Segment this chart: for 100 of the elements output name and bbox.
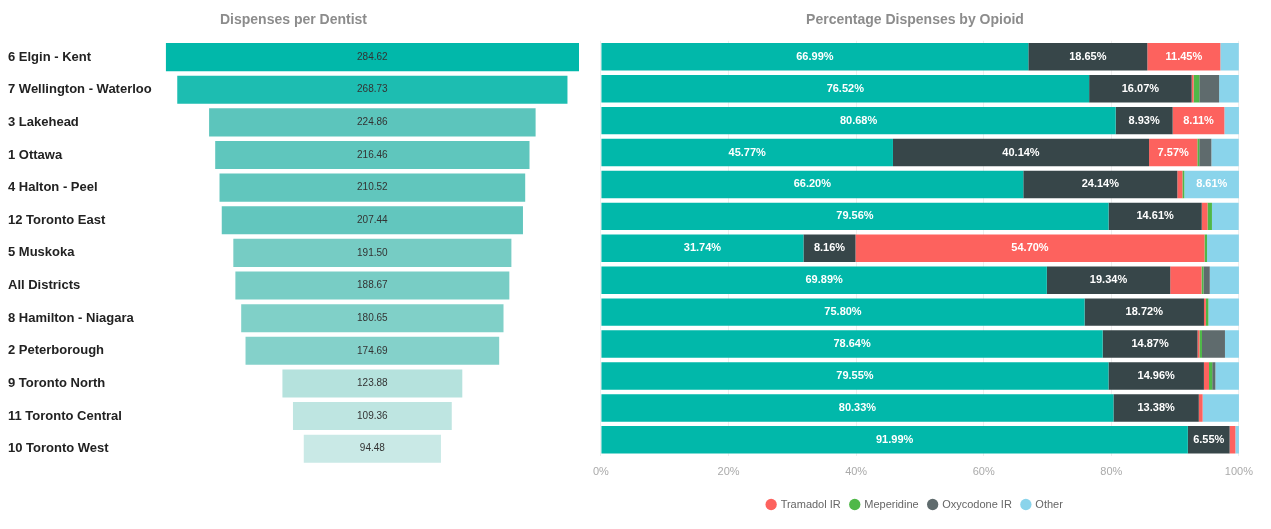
- bar: [1084, 298, 1204, 326]
- category-label: 2 Peterborough: [8, 342, 105, 358]
- category-label: 11 Toronto Central: [8, 407, 122, 423]
- data-label: 31.74%: [683, 241, 722, 254]
- data-label: 16.07%: [1121, 81, 1160, 94]
- data-label: 8.93%: [1128, 113, 1160, 126]
- x-tick-label: 40%: [845, 465, 868, 478]
- bar: [1215, 362, 1239, 390]
- bar: [1209, 266, 1239, 294]
- data-label: 14.61%: [1136, 209, 1174, 222]
- data-label: 210.52: [357, 181, 389, 193]
- bar: [601, 298, 1085, 326]
- data-label: 76.52%: [826, 81, 865, 94]
- category-label: All Districts: [8, 277, 81, 293]
- category-label: 8 Hamilton - Niagara: [8, 309, 135, 325]
- bar: [601, 266, 1047, 294]
- data-label: 80.33%: [838, 400, 877, 413]
- legend-label: Meperidine: [864, 497, 919, 510]
- data-label: 7.57%: [1157, 145, 1189, 158]
- bar: [601, 202, 1109, 231]
- category-label: 9 Toronto North: [8, 375, 106, 390]
- bar: [1211, 202, 1239, 231]
- bar: [1207, 234, 1239, 263]
- data-label: 216.46: [357, 148, 389, 160]
- data-label: 224.86: [357, 116, 389, 128]
- bar: [601, 394, 1114, 422]
- data-label: 11.45%: [1165, 49, 1203, 62]
- data-label: 80.68%: [839, 113, 878, 126]
- bar: [1204, 234, 1208, 263]
- bar: [1219, 74, 1239, 103]
- bar: [1028, 43, 1148, 71]
- bar: [1203, 266, 1210, 294]
- category-label: 1 Ottawa: [8, 146, 63, 162]
- bar: [1198, 394, 1203, 422]
- text: Dispenses per Dentist: [219, 11, 368, 28]
- data-label: 18.72%: [1125, 305, 1164, 318]
- x-tick-label: 60%: [972, 465, 995, 478]
- data-label: 191.50: [357, 246, 389, 258]
- bar: [1177, 170, 1183, 199]
- x-tick-label: 20%: [717, 465, 740, 478]
- legend-label: Other: [1035, 497, 1064, 510]
- data-label: 66.20%: [793, 177, 832, 190]
- bar: [1108, 362, 1204, 390]
- bar: [1202, 394, 1239, 422]
- data-label: 284.62: [357, 50, 389, 62]
- data-label: 79.56%: [836, 209, 874, 222]
- data-label: 24.14%: [1081, 177, 1120, 190]
- bar: [1023, 170, 1178, 199]
- bar: [1046, 266, 1171, 294]
- data-label: 6.55%: [1193, 432, 1225, 445]
- data-label: 8.16%: [813, 241, 846, 254]
- chart-title: Percentage Dispenses by Opioid: [806, 11, 1024, 28]
- bar: [1102, 330, 1198, 358]
- data-label: 54.70%: [1011, 241, 1049, 254]
- data-label: 94.48: [359, 442, 386, 454]
- category-label: 6 Elgin - Kent: [8, 48, 92, 64]
- x-tick-label: 0%: [593, 465, 610, 478]
- bar: [601, 426, 1188, 454]
- data-label: 75.80%: [824, 305, 862, 318]
- x-tick-label: 100%: [1224, 465, 1254, 478]
- category-label: 12 Toronto East: [8, 211, 106, 227]
- data-label: 18.65%: [1069, 49, 1107, 62]
- data-label: 13.38%: [1137, 400, 1175, 413]
- bar: [1089, 74, 1192, 103]
- data-label: 91.99%: [875, 432, 914, 445]
- category-label: 3 Lakehead: [8, 113, 79, 129]
- bar: [1224, 106, 1239, 135]
- bar: [601, 234, 804, 263]
- data-label: 123.88: [357, 377, 389, 389]
- data-label: 79.55%: [836, 369, 874, 382]
- data-label: 14.96%: [1137, 369, 1176, 382]
- data-label: 174.69: [357, 344, 389, 356]
- x-tick-label: 80%: [1100, 465, 1123, 478]
- data-label: 109.36: [357, 409, 389, 421]
- bar: [601, 74, 1090, 103]
- bar: [601, 330, 1103, 358]
- bar: [1199, 138, 1212, 167]
- data-label: 207.44: [357, 214, 389, 226]
- bar: [1211, 138, 1239, 167]
- data-label: 14.87%: [1131, 337, 1169, 350]
- data-label: 268.73: [357, 83, 389, 95]
- bar: [1170, 266, 1202, 294]
- bar: [601, 43, 1029, 71]
- data-label: 69.89%: [805, 273, 844, 286]
- data-label: 66.99%: [796, 49, 834, 62]
- bar: [601, 362, 1109, 390]
- legend-label: Tramadol IR: [780, 497, 841, 510]
- bar: [1220, 43, 1239, 71]
- category-label: 10 Toronto West: [8, 440, 110, 456]
- bar: [892, 138, 1150, 167]
- data-label: 8.61%: [1196, 177, 1228, 190]
- bar: [1208, 298, 1239, 326]
- bar: [601, 106, 1116, 135]
- category-label: 7 Wellington - Waterloo: [8, 81, 152, 97]
- data-label: 180.65: [357, 311, 389, 323]
- bar: [601, 170, 1024, 199]
- data-label: 40.14%: [1002, 145, 1040, 158]
- category-label: 5 Muskoka: [8, 244, 76, 260]
- bar: [1201, 330, 1225, 358]
- bar: [1113, 394, 1199, 422]
